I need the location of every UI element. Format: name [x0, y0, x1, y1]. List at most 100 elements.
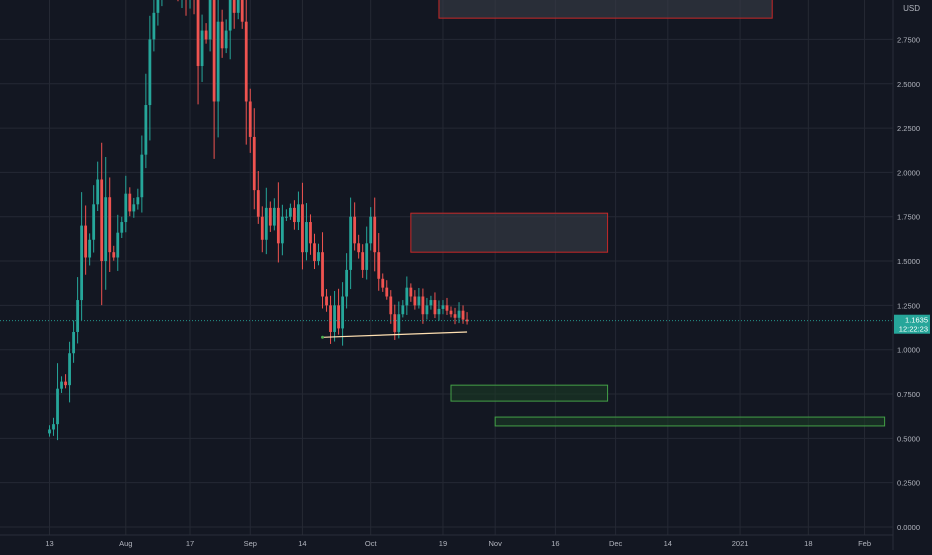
price-tick-label: 0.5000 [897, 434, 920, 443]
candle-body [68, 353, 71, 385]
candle-body [213, 0, 216, 101]
candle-body [357, 243, 360, 252]
candle-body [140, 155, 143, 198]
price-tick-label: 1.0000 [897, 346, 920, 355]
candle-body [329, 305, 332, 332]
candle-body [257, 190, 260, 217]
candle-body [221, 22, 224, 49]
time-tick-label: 14 [664, 539, 672, 548]
candle-body [413, 297, 416, 306]
resistance-zone [439, 0, 772, 18]
time-tick-label: 16 [551, 539, 559, 548]
candle-body [285, 217, 288, 218]
candle-body [205, 31, 208, 40]
candle-body [289, 208, 292, 217]
candle-body [409, 288, 412, 297]
candle-body [297, 204, 300, 222]
time-tick-label: Nov [488, 539, 502, 548]
candle-body [293, 208, 296, 222]
price-tick-label: 1.7500 [897, 213, 920, 222]
candle-body [112, 252, 115, 257]
candle-body [337, 305, 340, 328]
resistance-zone [411, 213, 608, 252]
candle-body [401, 305, 404, 314]
candle-body [450, 311, 453, 315]
time-tick-label: 19 [439, 539, 447, 548]
time-tick-label: 14 [298, 539, 306, 548]
candle-body [349, 217, 352, 270]
candle-body [430, 300, 433, 305]
candle-body [245, 22, 248, 102]
time-tick-label: 17 [186, 539, 194, 548]
candle-body [52, 424, 55, 429]
candle-body [217, 22, 220, 102]
candle-body [56, 389, 59, 424]
candle-body [249, 101, 252, 136]
candle-body [144, 105, 147, 155]
support-zone [495, 417, 884, 426]
candle-body [317, 252, 320, 261]
candle-body [92, 204, 95, 239]
candle-body [261, 217, 264, 240]
candle-body [417, 297, 420, 306]
candle-body [365, 243, 368, 270]
candle-body [104, 197, 107, 261]
candle-body [209, 0, 212, 39]
last-price-value: 1.1635 [905, 316, 928, 325]
candle-body [132, 204, 135, 211]
candle-body [237, 0, 240, 13]
candle-body [305, 222, 308, 252]
candle-body [269, 208, 272, 226]
candle-body [116, 233, 119, 258]
time-tick-label: Feb [858, 539, 871, 548]
candle-body [434, 300, 437, 314]
candle-body [389, 297, 392, 315]
support-zone [451, 385, 608, 401]
candle-body [385, 288, 388, 297]
candle-body [381, 279, 384, 288]
price-tick-label: 2.0000 [897, 168, 920, 177]
candle-body [233, 0, 236, 13]
candle-body [96, 179, 99, 204]
candle-body [345, 270, 348, 297]
candle-body [442, 305, 445, 309]
price-tick-label: 0.0000 [897, 523, 920, 532]
candle-body [197, 0, 200, 66]
price-tick-label: 1.2500 [897, 301, 920, 310]
price-tick-label: 0.2500 [897, 479, 920, 488]
candle-body [321, 252, 324, 296]
candle-body [313, 243, 316, 261]
candle-body [458, 311, 461, 318]
candle-body [100, 179, 103, 261]
candle-body [76, 300, 79, 332]
candle-body [277, 208, 280, 243]
candle-body [148, 39, 151, 105]
time-tick-label: Aug [119, 539, 132, 548]
candle-body [241, 0, 244, 22]
bar-countdown: 12:22:23 [899, 325, 928, 334]
candle-body [80, 226, 83, 300]
candle-body [229, 0, 232, 31]
candle-body [120, 222, 123, 233]
time-tick-label: 13 [45, 539, 53, 548]
candle-body [438, 309, 441, 314]
candle-body [88, 240, 91, 258]
time-tick-label: 18 [804, 539, 812, 548]
candle-body [108, 197, 111, 252]
candle-body [136, 197, 139, 204]
candle-body [369, 217, 372, 244]
price-tick-label: 2.7500 [897, 35, 920, 44]
candle-body [353, 217, 356, 244]
candle-body [253, 137, 256, 190]
candle-body [454, 314, 457, 318]
trendline-anchor [321, 336, 324, 339]
candle-body [446, 305, 449, 310]
candle-body [462, 311, 465, 320]
candle-body [421, 297, 424, 315]
candle-body [341, 297, 344, 329]
candle-body [393, 314, 396, 332]
candle-body [397, 314, 400, 332]
